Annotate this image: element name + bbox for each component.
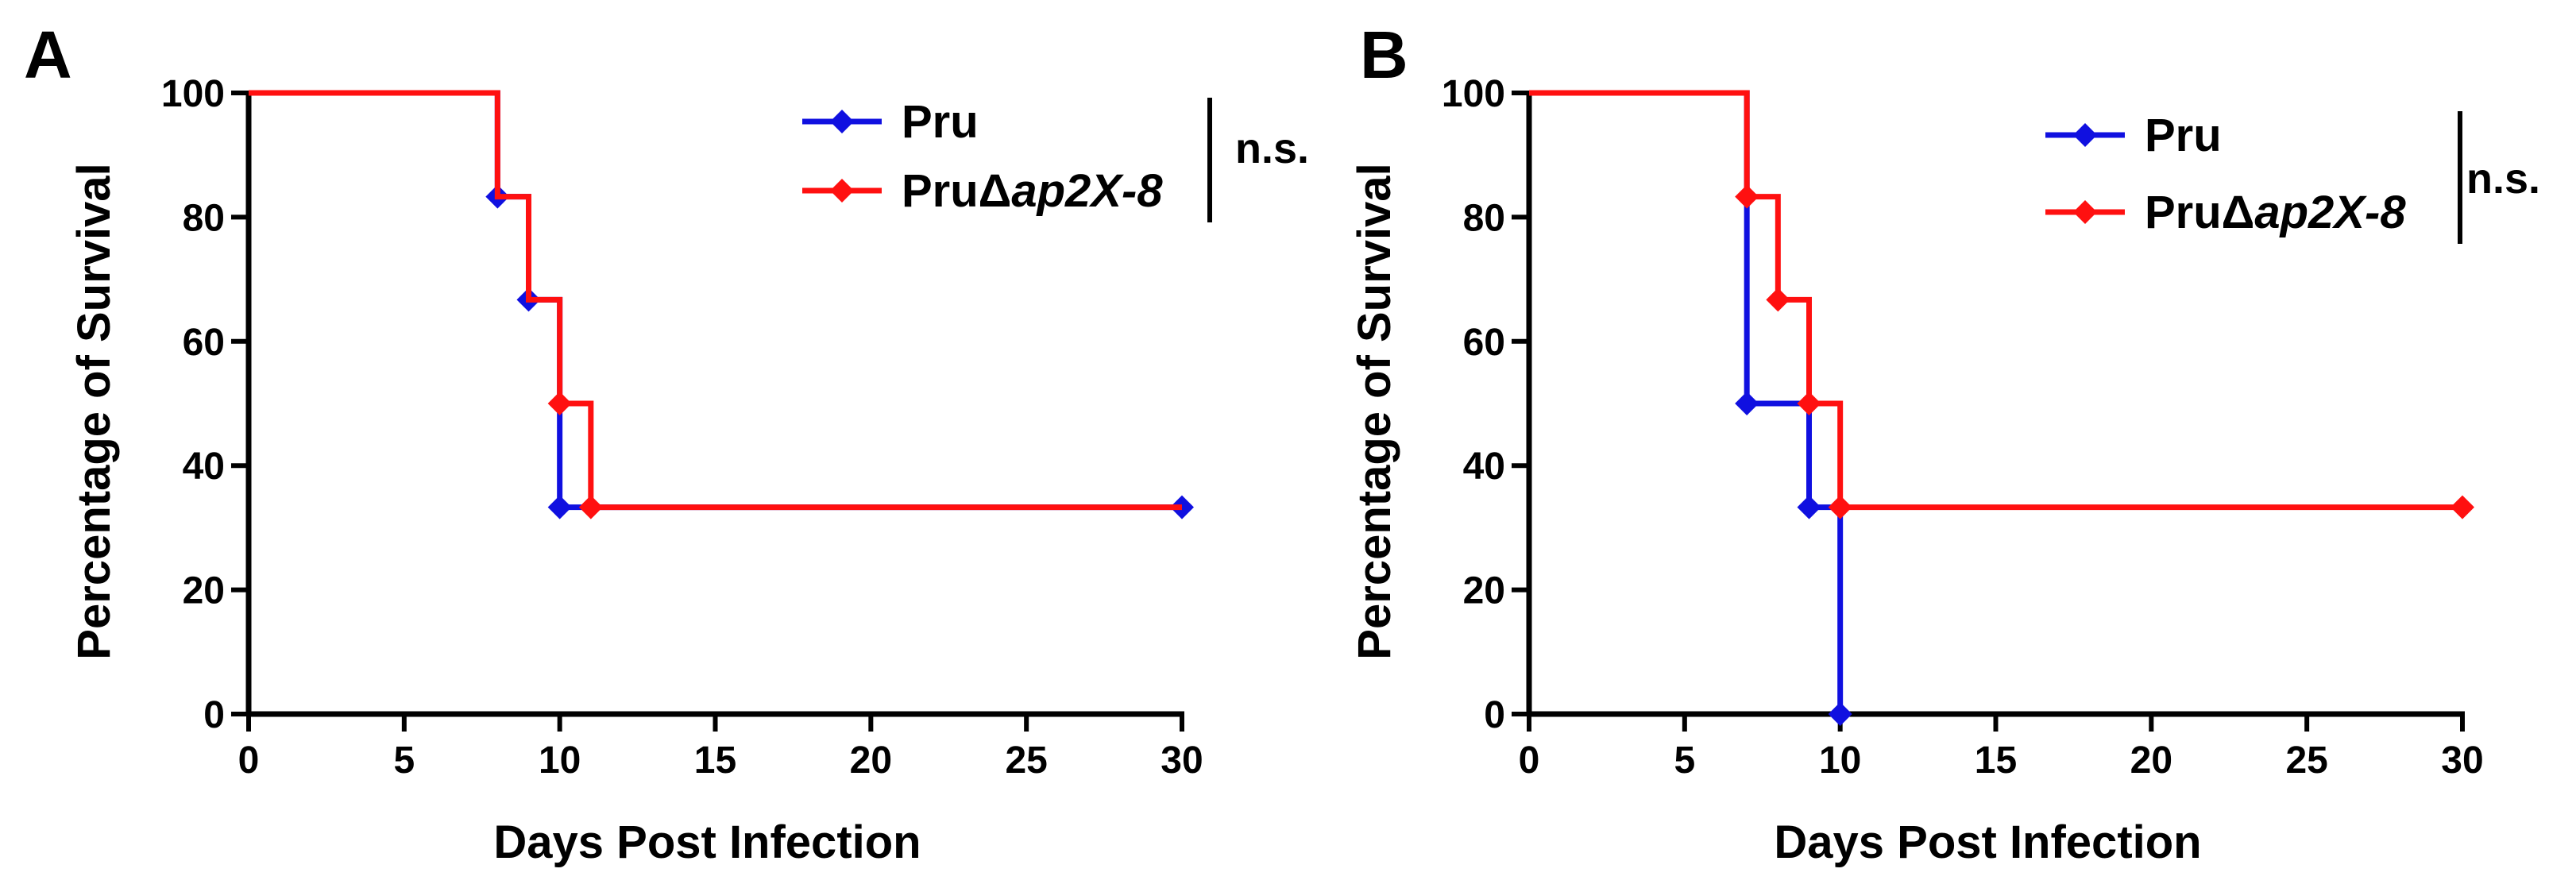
data-point <box>2450 495 2474 519</box>
data-point <box>1766 288 1790 312</box>
chart-panel-b: B 0 20 40 60 80 100 0 5 10 15 20 25 30 Days Post Infec… <box>1349 17 2540 868</box>
legend-marker <box>2073 123 2097 147</box>
data-point <box>1828 495 1852 519</box>
data-point <box>547 392 572 415</box>
y-tick-label: 40 <box>1463 446 1505 488</box>
legend-label: PruΔap2X-8 <box>2145 187 2406 238</box>
x-tick-label: 30 <box>2441 739 2483 782</box>
y-tick-label: 80 <box>1463 197 1505 239</box>
y-tick-label: 20 <box>183 570 225 612</box>
legend-label-italic: ap2X-8 <box>1011 165 1163 217</box>
series-line-1 <box>249 90 1182 511</box>
legend-label: PruΔap2X-8 <box>902 165 1163 217</box>
x-tick-label: 25 <box>2285 739 2327 782</box>
panel-label: A <box>24 17 72 92</box>
series-line-0 <box>1529 90 1844 714</box>
x-tick-label: 25 <box>1005 739 1047 782</box>
x-tick-label: 15 <box>1975 739 2017 782</box>
x-tick-label: 0 <box>238 739 260 782</box>
legend-label-prefix: Pru <box>2145 110 2222 161</box>
panel-label: B <box>1360 17 1408 92</box>
series-line-0 <box>249 90 1182 511</box>
legend-marker <box>830 110 854 133</box>
x-tick-label: 10 <box>539 739 581 782</box>
data-point <box>1828 702 1852 726</box>
data-point <box>547 495 572 519</box>
y-tick-label: 60 <box>183 322 225 364</box>
x-tick-label: 15 <box>694 739 736 782</box>
legend-label-prefix: Pru <box>902 96 979 148</box>
x-axis-title: Days Post Infection <box>493 817 921 868</box>
significance-label: n.s. <box>1235 125 1309 172</box>
legend-label-italic: ap2X-8 <box>2254 187 2406 238</box>
data-point <box>1797 392 1821 415</box>
y-tick-label: 100 <box>161 73 225 115</box>
legend-label: Pru <box>902 96 979 148</box>
y-tick-label: 60 <box>1463 322 1505 364</box>
significance-label: n.s. <box>2466 155 2540 203</box>
y-tick-label: 80 <box>183 197 225 239</box>
legend-marker <box>2073 200 2097 224</box>
x-tick-label: 30 <box>1161 739 1203 782</box>
y-axis-title: Percentage of Survival <box>1349 163 1400 659</box>
x-axis-title: Days Post Infection <box>1774 817 2201 868</box>
y-tick-label: 100 <box>1442 73 1505 115</box>
x-tick-label: 5 <box>1674 739 1695 782</box>
y-tick-label: 20 <box>1463 570 1505 612</box>
y-axis-title: Percentage of Survival <box>68 163 120 659</box>
x-tick-label: 10 <box>1819 739 1861 782</box>
legend-marker <box>830 179 854 203</box>
data-point <box>1735 392 1759 415</box>
legend-label-prefix: PruΔ <box>2145 187 2254 238</box>
data-point <box>1735 184 1759 209</box>
chart-panel-a: A 0 20 40 60 80 100 0 5 10 15 20 25 30 Days Post Infec… <box>24 17 1309 868</box>
legend-label-prefix: PruΔ <box>902 165 1011 217</box>
x-tick-label: 0 <box>1519 739 1540 782</box>
data-point <box>1797 495 1821 519</box>
x-tick-label: 20 <box>2130 739 2172 782</box>
y-tick-label: 0 <box>1484 694 1505 736</box>
data-point <box>578 495 603 519</box>
x-tick-label: 5 <box>393 739 415 782</box>
legend-label: Pru <box>2145 110 2222 161</box>
y-tick-label: 40 <box>183 446 225 488</box>
series-line-1 <box>1529 90 2462 511</box>
y-tick-label: 0 <box>203 694 225 736</box>
x-tick-label: 20 <box>850 739 892 782</box>
